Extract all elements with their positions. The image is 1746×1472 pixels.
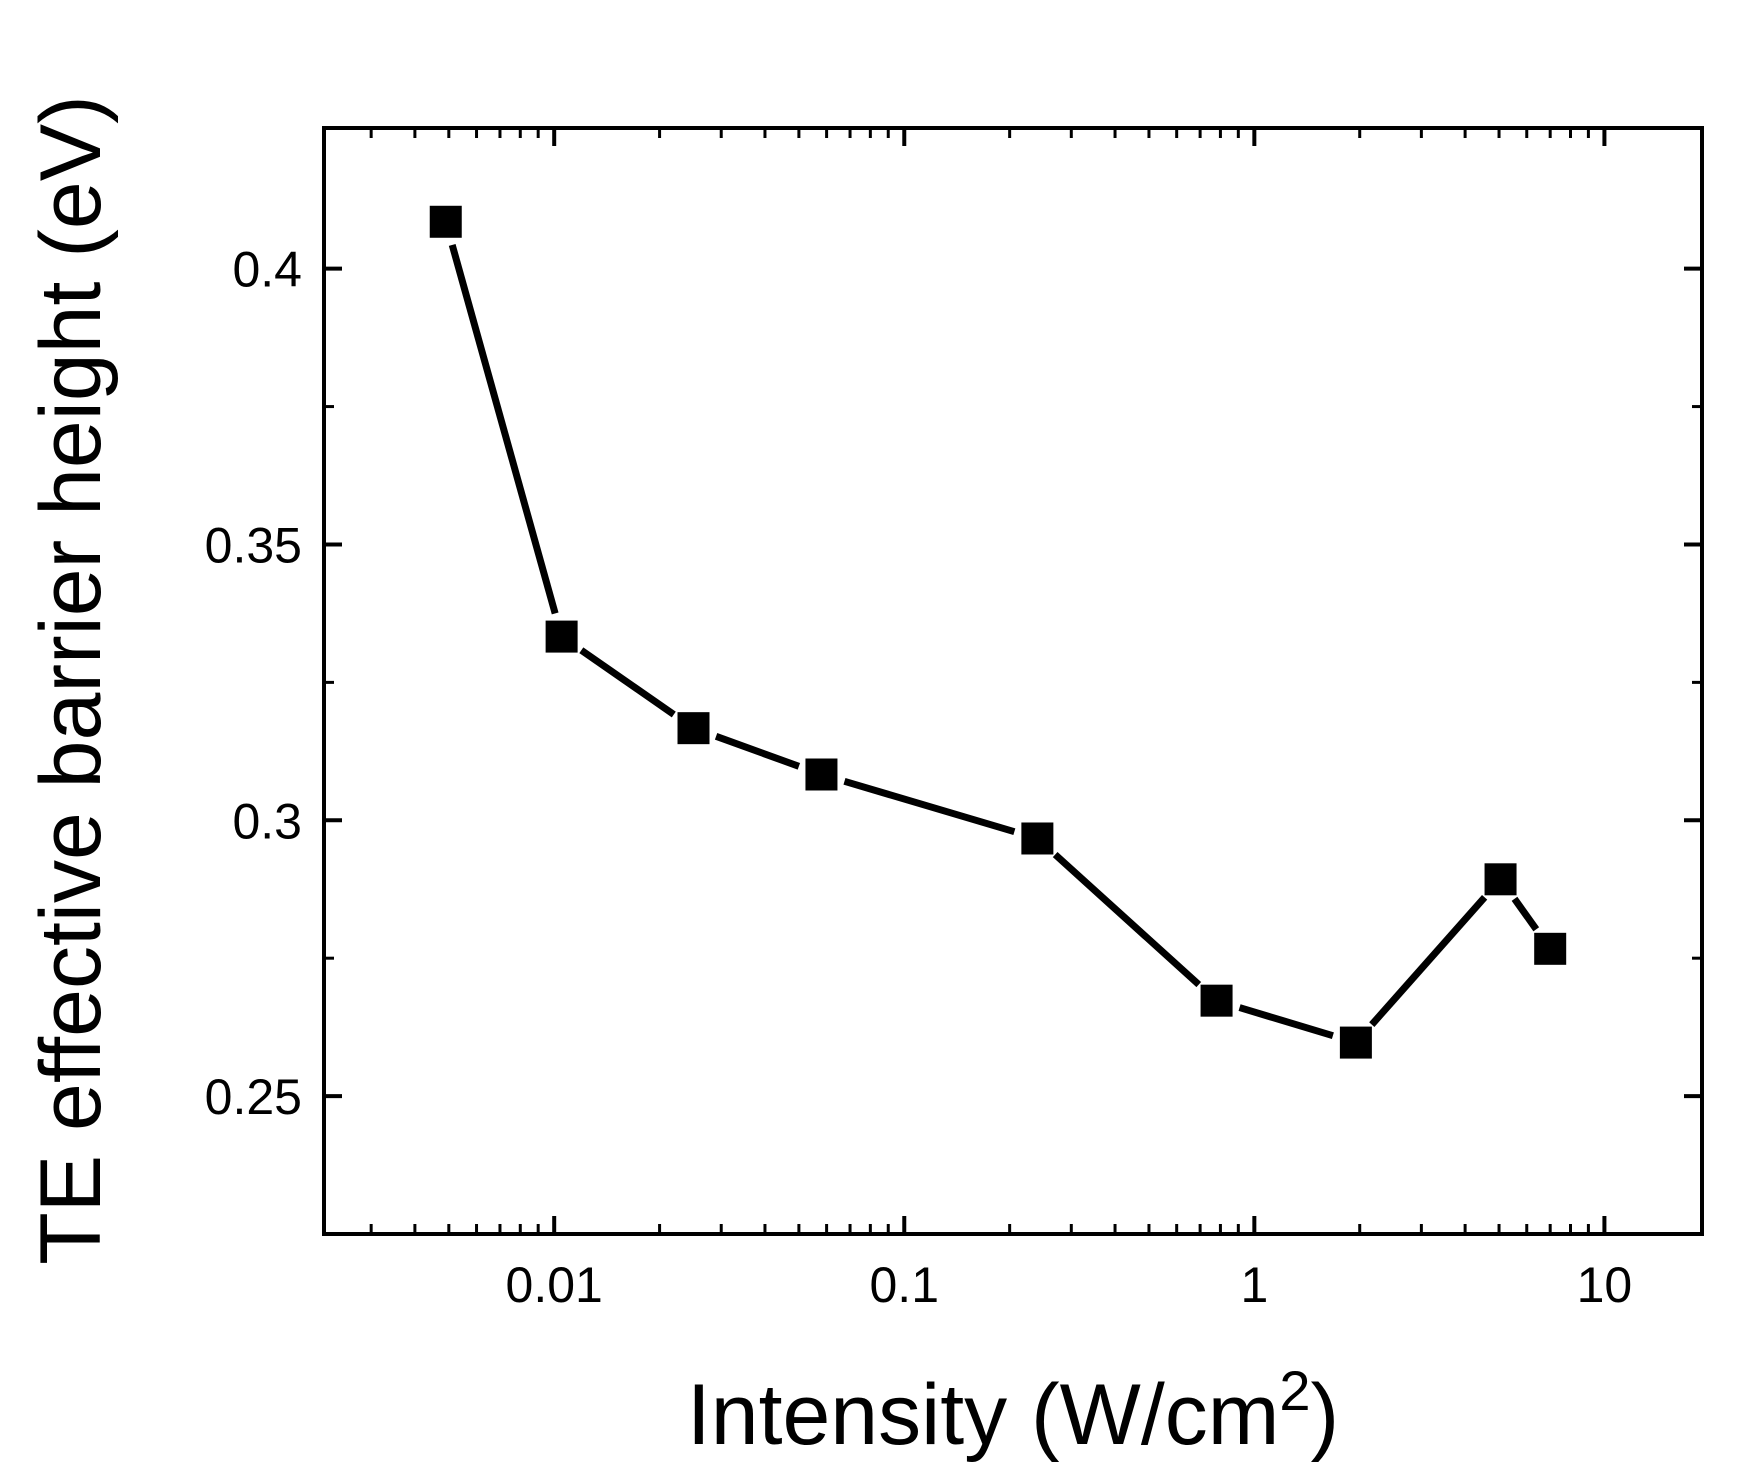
data-point [545,620,578,653]
x-axis-title-superscript: 2 [1279,1359,1310,1422]
series-line-segment [448,243,559,615]
series-line-segment [714,733,801,770]
series-lines [448,243,1540,1040]
x-tick-labels: 0.01 0.1 1 10 [506,1257,1633,1313]
minor-ticks [324,128,1702,1234]
y-tick-label: 0.35 [205,517,302,573]
data-point [677,712,710,745]
data-point [1534,932,1567,965]
series-line-segment [1369,894,1488,1027]
series-line-segment [579,647,676,718]
series-line-segment [843,777,1016,836]
series-line-segment [1052,851,1202,988]
data-point [1200,984,1233,1017]
y-tick-label: 0.3 [232,793,302,849]
data-point [1021,822,1054,855]
data-point [429,205,462,238]
x-tick-label: 10 [1577,1257,1633,1313]
y-axis-title: TE effective barrier height (eV) [23,95,119,1264]
data-point [1484,863,1517,896]
series-line-segment [1511,896,1540,932]
x-tick-label: 0.01 [506,1257,603,1313]
x-axis-title-close: ) [1311,1367,1340,1463]
x-axis-title-text: Intensity (W/cm [687,1367,1280,1463]
x-axis-title: Intensity (W/cm2) [687,1359,1339,1463]
y-tick-label: 0.4 [232,242,302,298]
y-tick-label: 0.25 [205,1069,302,1125]
x-tick-label: 0.1 [870,1257,940,1313]
x-tick-label: 1 [1240,1257,1268,1313]
series-markers [429,205,1567,1059]
plot-frame [322,126,1704,1236]
series-line-segment [1238,1004,1334,1040]
data-point [805,758,838,791]
major-ticks [324,128,1702,1234]
y-tick-labels: 0.25 0.3 0.35 0.4 [205,242,302,1125]
data-point [1339,1026,1372,1059]
